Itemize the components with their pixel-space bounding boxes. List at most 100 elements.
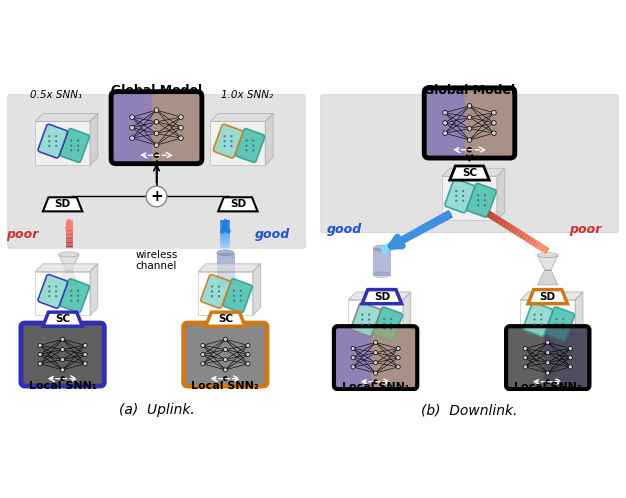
Polygon shape: [35, 264, 98, 271]
Circle shape: [245, 139, 248, 142]
FancyBboxPatch shape: [523, 303, 553, 336]
Circle shape: [351, 347, 355, 351]
Circle shape: [374, 340, 377, 345]
Circle shape: [48, 135, 51, 137]
Polygon shape: [520, 292, 583, 300]
Circle shape: [77, 144, 80, 146]
Circle shape: [223, 376, 227, 381]
Circle shape: [201, 362, 205, 366]
FancyBboxPatch shape: [111, 92, 202, 164]
Circle shape: [252, 149, 255, 151]
Circle shape: [540, 314, 543, 316]
Circle shape: [462, 200, 464, 202]
Circle shape: [533, 323, 536, 326]
Circle shape: [223, 140, 226, 142]
Circle shape: [246, 353, 250, 357]
Circle shape: [246, 362, 250, 366]
Circle shape: [48, 290, 51, 292]
Circle shape: [351, 356, 355, 360]
Polygon shape: [205, 312, 245, 326]
Circle shape: [77, 149, 80, 151]
Text: wireless
channel: wireless channel: [135, 250, 178, 271]
Circle shape: [477, 199, 480, 201]
Text: Local SNN₂: Local SNN₂: [192, 381, 259, 391]
Circle shape: [83, 362, 87, 366]
Text: SD: SD: [54, 199, 71, 209]
Circle shape: [83, 343, 87, 348]
Polygon shape: [449, 166, 490, 180]
Text: Local SNN₂: Local SNN₂: [514, 382, 582, 392]
Circle shape: [477, 194, 480, 197]
Circle shape: [562, 318, 565, 320]
Circle shape: [374, 361, 377, 365]
Polygon shape: [59, 270, 79, 286]
Circle shape: [462, 195, 464, 197]
Circle shape: [233, 295, 235, 297]
FancyBboxPatch shape: [321, 95, 618, 233]
FancyBboxPatch shape: [38, 274, 68, 308]
Circle shape: [70, 299, 73, 302]
Circle shape: [540, 323, 543, 326]
Circle shape: [218, 285, 220, 288]
Circle shape: [55, 285, 58, 288]
Circle shape: [361, 318, 364, 321]
Circle shape: [230, 140, 233, 142]
Circle shape: [390, 318, 393, 320]
Circle shape: [455, 190, 458, 192]
Circle shape: [443, 131, 448, 135]
Circle shape: [55, 145, 58, 147]
FancyBboxPatch shape: [58, 323, 105, 386]
FancyBboxPatch shape: [424, 88, 515, 158]
Circle shape: [555, 328, 558, 330]
FancyBboxPatch shape: [38, 124, 68, 158]
Circle shape: [477, 204, 480, 206]
Circle shape: [178, 136, 183, 140]
Circle shape: [562, 328, 565, 330]
Ellipse shape: [217, 281, 234, 287]
Circle shape: [70, 149, 73, 151]
Circle shape: [55, 140, 58, 142]
Polygon shape: [348, 300, 403, 344]
Circle shape: [546, 371, 550, 375]
FancyBboxPatch shape: [334, 326, 418, 389]
FancyBboxPatch shape: [213, 124, 243, 158]
Circle shape: [484, 194, 486, 197]
Circle shape: [38, 362, 42, 366]
Circle shape: [240, 295, 242, 297]
Polygon shape: [90, 264, 98, 315]
Circle shape: [368, 314, 371, 316]
Polygon shape: [253, 264, 260, 315]
Circle shape: [77, 290, 80, 292]
Circle shape: [83, 353, 87, 357]
Circle shape: [154, 120, 159, 124]
Circle shape: [154, 131, 159, 136]
Text: SC: SC: [218, 314, 233, 324]
Text: +: +: [150, 189, 163, 204]
Circle shape: [467, 126, 472, 131]
Text: 1.0x SNN₂: 1.0x SNN₂: [221, 90, 274, 100]
Circle shape: [546, 351, 550, 355]
Text: Local SNN₁: Local SNN₁: [29, 381, 96, 391]
Circle shape: [252, 144, 255, 146]
Circle shape: [154, 143, 159, 147]
Circle shape: [130, 125, 135, 130]
Circle shape: [154, 108, 159, 113]
Circle shape: [533, 314, 536, 316]
Text: SD: SD: [230, 199, 246, 209]
Circle shape: [484, 204, 486, 206]
Text: good: good: [255, 228, 290, 241]
Circle shape: [70, 139, 73, 142]
Circle shape: [443, 121, 448, 125]
FancyBboxPatch shape: [201, 274, 230, 308]
Circle shape: [546, 340, 550, 345]
FancyBboxPatch shape: [151, 92, 202, 164]
Circle shape: [568, 365, 572, 369]
Circle shape: [201, 343, 205, 348]
Ellipse shape: [59, 252, 79, 257]
Polygon shape: [362, 290, 402, 304]
Text: SD: SD: [374, 292, 390, 302]
Circle shape: [233, 299, 235, 302]
Circle shape: [245, 144, 248, 146]
Circle shape: [201, 353, 205, 357]
Polygon shape: [218, 197, 258, 211]
